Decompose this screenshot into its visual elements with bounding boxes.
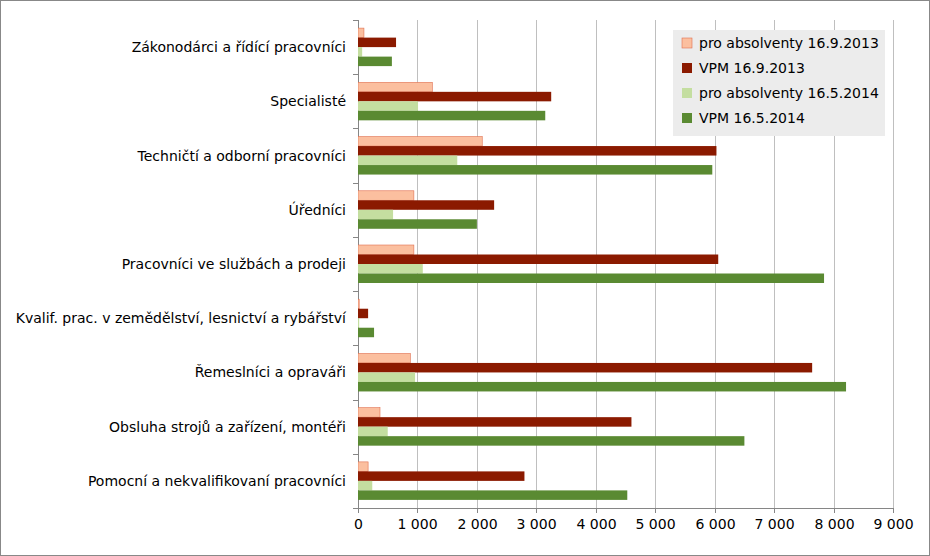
tick-label: 5 000: [635, 516, 675, 532]
bar: [358, 328, 374, 338]
tick-label: 1 000: [397, 516, 437, 532]
legend-label: pro absolventy 16.5.2014: [699, 85, 879, 101]
legend-swatch: [682, 63, 692, 73]
category-tick: [353, 183, 358, 184]
tick-label: 9 000: [873, 516, 913, 532]
chart-frame: [1, 1, 930, 556]
bar: [358, 101, 418, 111]
category-tick: [353, 454, 358, 455]
tick-label: 2 000: [457, 516, 497, 532]
bar: [358, 57, 392, 67]
bar: [358, 191, 414, 201]
bar: [358, 353, 410, 363]
bar: [358, 363, 812, 373]
bar: [358, 38, 396, 48]
tick-label: 3 000: [516, 516, 556, 532]
bar: [358, 137, 482, 147]
category-tick: [353, 128, 358, 129]
category-tick: [353, 508, 358, 509]
bar: [358, 82, 432, 92]
category-label: Zákonodárci a řídící pracovníci: [132, 39, 346, 55]
bar: [358, 28, 364, 38]
bar: [358, 165, 712, 175]
bar: [358, 111, 545, 121]
category-label: Pomocní a nekvalifikovaní pracovníci: [88, 473, 346, 489]
category-tick: [353, 345, 358, 346]
category-label: Pracovníci ve službách a prodeji: [122, 256, 346, 272]
bar: [358, 255, 718, 265]
bar: [358, 471, 524, 481]
bar: [358, 490, 627, 500]
bar: [358, 427, 388, 437]
x-axis: [358, 508, 893, 509]
bar: [358, 408, 380, 418]
bar: [358, 318, 359, 328]
legend-swatch: [682, 113, 692, 123]
bar: [358, 481, 372, 491]
bar: [358, 372, 415, 382]
category-label: Obsluha strojů a zařízení, montéři: [109, 419, 346, 435]
bar: [358, 264, 423, 274]
legend-box: [673, 30, 885, 136]
category-tick: [353, 20, 358, 21]
legend-swatch: [682, 38, 692, 48]
legend-label: VPM 16.5.2014: [699, 110, 805, 126]
bar: [358, 417, 631, 427]
legend-label: pro absolventy 16.9.2013: [699, 35, 879, 51]
tick-label: 0: [354, 516, 363, 532]
grid-line: [893, 20, 894, 508]
category-label: Specialisté: [270, 93, 346, 109]
bar: [358, 436, 744, 446]
category-tick: [353, 74, 358, 75]
category-label: Úředníci: [288, 201, 346, 218]
bar: [358, 146, 716, 156]
bar: [358, 210, 393, 220]
tick-label: 4 000: [576, 516, 616, 532]
bar: [358, 299, 359, 309]
bar: [358, 200, 494, 210]
chart: 0 1 000 2 000 3 000 4 000 5 000 6 000 7 000 8 00…: [0, 0, 930, 556]
tick-mark: [893, 508, 894, 513]
bar: [358, 219, 477, 229]
tick-label: 8 000: [814, 516, 854, 532]
category-tick: [353, 237, 358, 238]
category-label: Kvalif. prac. v zemědělství, lesnictví a…: [16, 310, 347, 326]
tick-label: 7 000: [754, 516, 794, 532]
bar: [358, 274, 824, 284]
legend-label: VPM 16.9.2013: [699, 60, 805, 76]
bar: [358, 382, 846, 392]
bar: [358, 245, 414, 255]
category-tick: [353, 291, 358, 292]
bar: [358, 309, 368, 319]
bar: [358, 156, 457, 166]
legend-swatch: [682, 88, 692, 98]
category-tick: [353, 400, 358, 401]
category-label: Řemeslníci a opraváři: [195, 364, 346, 380]
bar: [358, 462, 368, 472]
tick-label: 6 000: [695, 516, 735, 532]
category-label: Techničtí a odborní pracovníci: [137, 148, 346, 164]
bar: [358, 92, 551, 102]
bar: [358, 47, 362, 57]
